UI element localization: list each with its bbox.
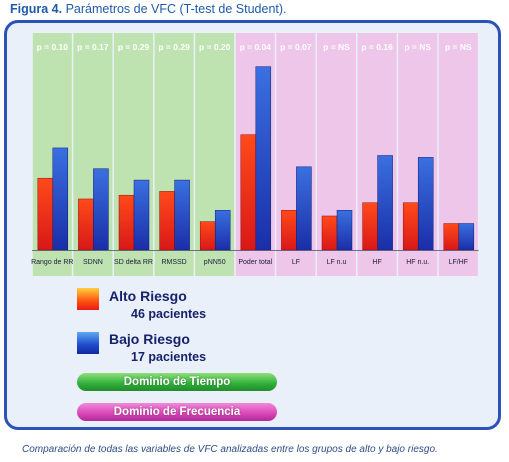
p-value-label: p = 0.10 — [37, 42, 69, 52]
p-value-label: p = 0.20 — [199, 42, 231, 52]
domain-time-pill: Dominio de Tiempo — [77, 373, 277, 391]
legend-swatch-alto — [77, 288, 99, 310]
bar-bajo-riesgo — [458, 223, 475, 251]
category-tick-label: Poder total — [238, 259, 272, 266]
domain-freq-pill: Dominio de Frecuencia — [77, 403, 277, 421]
chart-frame: p = 0.10 Rango de RR p = 0.17 SDNN p = 0.29 S… — [4, 20, 501, 430]
bar-alto-riesgo — [78, 198, 94, 251]
bar-bajo-riesgo — [296, 166, 312, 251]
bar-alto-riesgo — [118, 194, 135, 251]
p-value-label: p = 0.04 — [240, 42, 272, 52]
category-tick-label: LF n.u — [327, 259, 347, 266]
p-value-label: p = 0.17 — [77, 42, 109, 52]
p-value-label: p = NS — [404, 42, 431, 52]
category-tick-label: pNN50 — [204, 259, 226, 266]
bar-alto-riesgo — [240, 134, 257, 251]
bar-alto-riesgo — [199, 221, 216, 251]
p-value-label: p = NS — [323, 42, 350, 52]
category-tick-label: LF/HF — [449, 259, 468, 266]
legend-sub-bajo: 17 pacientes — [131, 350, 207, 364]
bar-alto-riesgo — [402, 202, 419, 251]
p-value-label: p = 0.07 — [280, 42, 312, 52]
p-value-label: p = 0.29 — [118, 42, 150, 52]
legend-name-bajo: Bajo Riesgo — [109, 331, 190, 347]
category-tick-label: HF — [372, 259, 381, 266]
category-tick-label: SD delta RR — [114, 259, 153, 266]
figure-title-text: Parámetros de VFC (T-test de Student). — [65, 2, 287, 16]
bar-alto-riesgo — [159, 191, 175, 251]
category-tick-label: SDNN — [83, 259, 103, 266]
bar-alto-riesgo — [321, 215, 338, 251]
bar-alto-riesgo — [37, 177, 54, 251]
bar-bajo-riesgo — [214, 210, 231, 251]
bar-bajo-riesgo — [52, 147, 69, 251]
category-tick-label: RMSSD — [161, 259, 186, 266]
category-tick-label: LF — [292, 259, 300, 266]
bar-chart: p = 0.10 Rango de RR p = 0.17 SDNN p = 0.29 S… — [31, 33, 479, 276]
bar-bajo-riesgo — [93, 168, 109, 251]
bar-alto-riesgo — [362, 202, 378, 251]
legend-swatch-bajo — [77, 332, 99, 354]
bar-alto-riesgo — [443, 223, 460, 251]
category-tick-label: Rango de RR — [31, 259, 73, 266]
figure-label: Figura 4. — [10, 2, 63, 16]
bar-bajo-riesgo — [133, 179, 150, 251]
legend-sub-alto: 46 pacientes — [131, 307, 207, 321]
bar-bajo-riesgo — [336, 210, 353, 251]
p-value-label: p = 0.16 — [361, 42, 393, 52]
category-tick-label: HF n.u. — [406, 259, 429, 266]
legend-name-alto: Alto Riesgo — [109, 288, 187, 304]
figure-caption: Comparación de todas las variables de VF… — [22, 444, 438, 455]
bar-bajo-riesgo — [174, 179, 190, 251]
p-value-label: p = 0.29 — [158, 42, 190, 52]
bar-bajo-riesgo — [417, 157, 434, 251]
bar-bajo-riesgo — [377, 155, 393, 251]
figure-title: Figura 4. Parámetros de VFC (T-test de S… — [10, 2, 287, 16]
p-value-label: p = NS — [445, 42, 472, 52]
bar-alto-riesgo — [281, 210, 297, 251]
bar-bajo-riesgo — [255, 66, 272, 251]
